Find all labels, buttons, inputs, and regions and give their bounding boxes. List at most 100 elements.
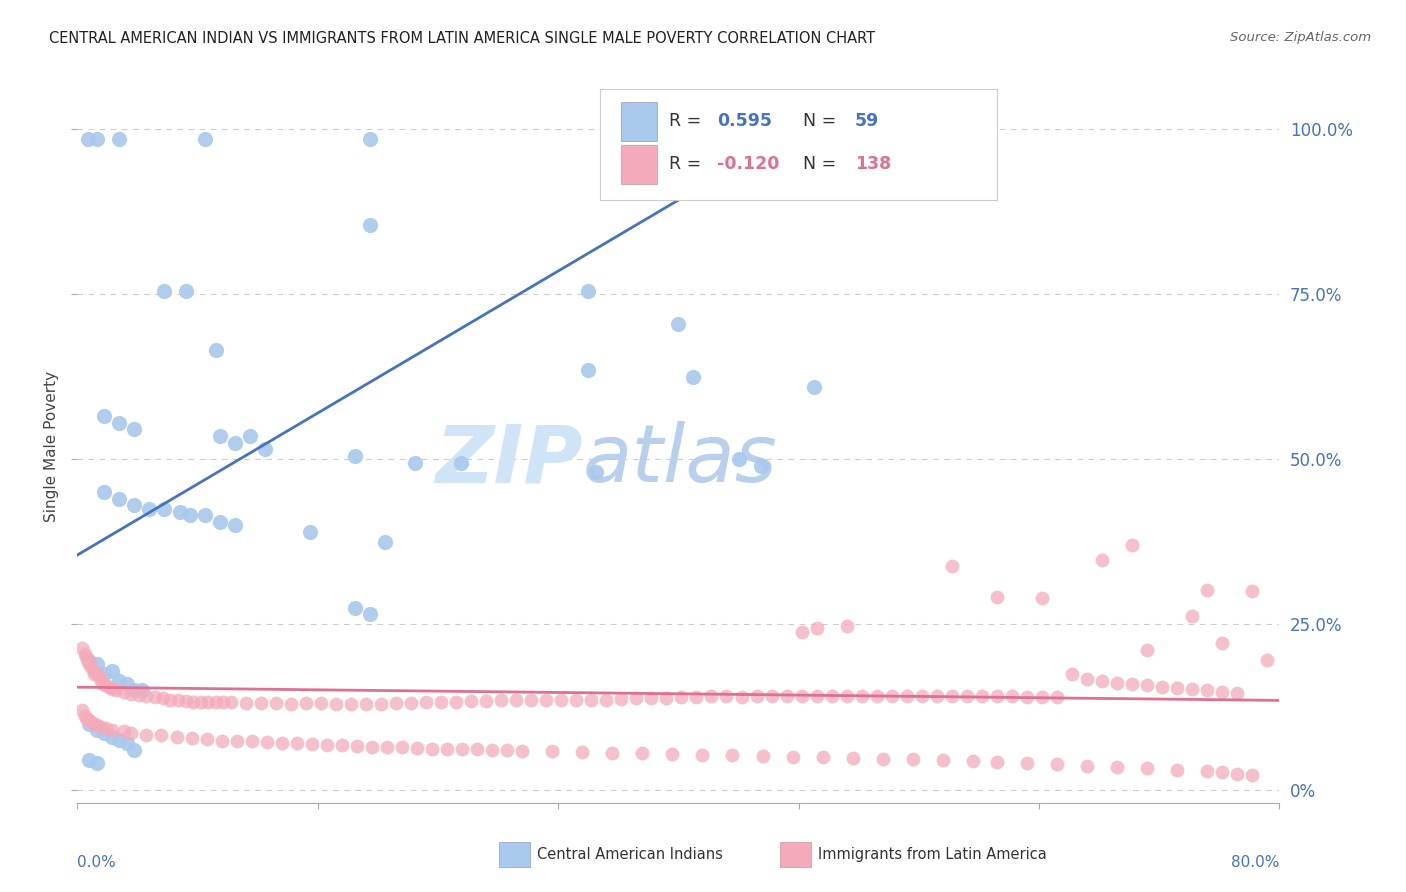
Point: [541, 744, 564, 758]
Point: [385, 696, 408, 710]
Point: [415, 695, 437, 709]
Point: [219, 695, 242, 709]
Point: [73, 647, 96, 661]
Point: [1136, 642, 1159, 657]
Point: [209, 429, 232, 443]
Point: [941, 559, 963, 574]
Point: [1107, 675, 1129, 690]
Point: [682, 369, 704, 384]
Point: [749, 458, 772, 473]
Point: [460, 694, 482, 708]
Point: [581, 692, 603, 706]
Text: Immigrants from Latin America: Immigrants from Latin America: [818, 847, 1047, 862]
Point: [115, 736, 138, 750]
Point: [174, 694, 197, 708]
Point: [83, 716, 105, 731]
Text: Central American Indians: Central American Indians: [537, 847, 723, 862]
Point: [1211, 765, 1233, 780]
Point: [692, 747, 714, 762]
Point: [115, 677, 138, 691]
Point: [866, 690, 889, 704]
Point: [108, 491, 131, 506]
Point: [751, 748, 773, 763]
Point: [150, 728, 173, 742]
Point: [346, 739, 368, 753]
Point: [86, 718, 108, 732]
FancyBboxPatch shape: [600, 89, 997, 200]
Point: [640, 691, 662, 706]
Point: [152, 691, 174, 706]
Point: [120, 725, 142, 739]
Point: [1226, 766, 1249, 780]
Point: [93, 485, 115, 500]
Point: [745, 690, 768, 704]
Point: [790, 690, 813, 704]
Point: [330, 739, 353, 753]
Point: [75, 711, 97, 725]
Point: [1181, 682, 1204, 697]
Point: [782, 749, 804, 764]
Point: [451, 742, 474, 756]
Point: [489, 693, 512, 707]
Point: [166, 730, 188, 744]
Text: N =: N =: [803, 112, 842, 130]
Point: [1136, 678, 1159, 692]
Point: [790, 625, 813, 640]
Point: [112, 685, 135, 699]
Point: [1031, 591, 1053, 605]
Point: [101, 682, 124, 697]
Point: [607, 132, 630, 146]
Point: [374, 534, 396, 549]
Point: [576, 284, 599, 298]
Point: [700, 690, 723, 704]
Text: 0.0%: 0.0%: [77, 855, 117, 870]
Point: [727, 452, 749, 467]
Point: [86, 667, 108, 681]
Point: [224, 435, 246, 450]
Point: [1241, 584, 1264, 599]
Point: [194, 132, 217, 146]
Point: [309, 696, 332, 710]
Point: [359, 218, 381, 232]
Point: [1076, 672, 1098, 686]
Point: [841, 751, 863, 765]
Point: [685, 690, 707, 704]
FancyBboxPatch shape: [620, 145, 657, 184]
Point: [436, 741, 458, 756]
Text: R =: R =: [669, 155, 707, 173]
Point: [79, 654, 101, 668]
Point: [73, 708, 96, 723]
Point: [301, 737, 323, 751]
Point: [204, 343, 226, 358]
Point: [835, 690, 858, 704]
Point: [360, 739, 382, 754]
Text: R =: R =: [669, 112, 707, 130]
Point: [420, 741, 443, 756]
Point: [1166, 763, 1188, 777]
Point: [76, 132, 98, 146]
Point: [359, 132, 381, 146]
Point: [631, 746, 654, 760]
Point: [135, 728, 157, 742]
Text: Source: ZipAtlas.com: Source: ZipAtlas.com: [1230, 31, 1371, 45]
Point: [93, 409, 115, 424]
Point: [444, 695, 467, 709]
Point: [179, 508, 201, 523]
Point: [1107, 760, 1129, 774]
Point: [571, 745, 593, 759]
Point: [510, 743, 533, 757]
Point: [520, 692, 543, 706]
Point: [986, 590, 1008, 604]
Text: atlas: atlas: [582, 421, 778, 500]
Point: [806, 690, 828, 704]
Point: [481, 743, 503, 757]
Point: [124, 683, 146, 698]
Point: [1197, 683, 1219, 698]
Point: [600, 746, 623, 760]
Point: [90, 720, 112, 734]
Point: [181, 695, 204, 709]
Point: [986, 690, 1008, 704]
Point: [190, 695, 212, 709]
Point: [803, 379, 825, 393]
Point: [1226, 686, 1249, 700]
